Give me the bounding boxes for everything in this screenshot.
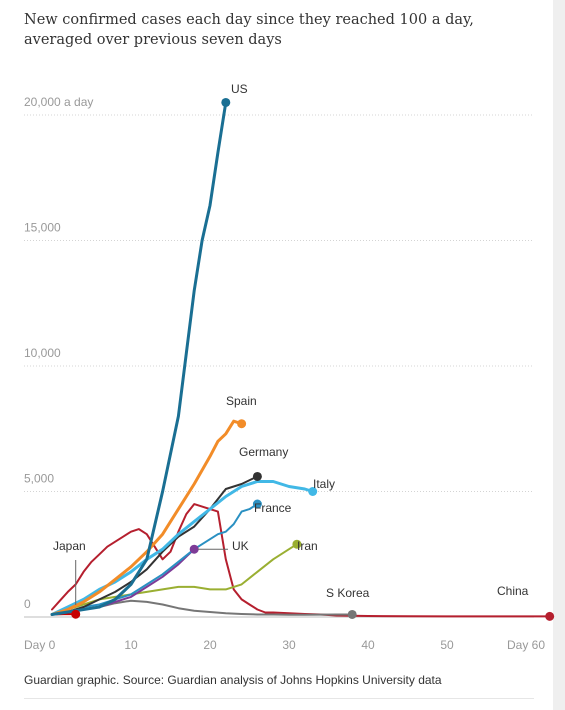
end-marker-spain — [237, 419, 247, 429]
series-label-china: China — [497, 584, 529, 598]
series-line-italy — [50, 480, 315, 616]
series-line-france — [51, 503, 259, 616]
x-tick-label: 10 — [124, 638, 138, 652]
y-tick-label: 0 — [24, 597, 31, 611]
series-label-germany: Germany — [239, 445, 288, 459]
end-marker-us — [221, 97, 231, 107]
footer-divider — [24, 698, 534, 699]
end-marker-iran — [292, 539, 302, 549]
series-label-us: US — [231, 82, 248, 96]
series-line-spain — [50, 419, 244, 616]
x-tick-label: 30 — [282, 638, 296, 652]
series-label-spain: Spain — [226, 394, 257, 408]
x-axis-ticks: Day 0 10 20 30 40 50 Day 60 — [24, 638, 545, 652]
series-end-markers — [71, 97, 555, 621]
end-marker-china — [545, 611, 555, 621]
chart-title: New confirmed cases each day since they … — [24, 12, 474, 48]
series-label-japan: Japan — [53, 539, 86, 553]
series-line-us — [50, 101, 228, 616]
y-tick-label: 15,000 — [24, 221, 61, 235]
end-marker-s-korea — [347, 609, 357, 619]
x-tick-label: 20 — [203, 638, 217, 652]
series-label-italy: Italy — [313, 477, 335, 491]
end-marker-uk — [189, 544, 199, 554]
y-tick-label: 10,000 — [24, 346, 61, 360]
y-tick-label: 20,000 a day — [24, 95, 93, 109]
series-labels: US Spain Germany Italy France UK Iran Japan S Ko… — [53, 82, 529, 605]
series-line-china — [51, 503, 551, 618]
series-line-germany — [51, 475, 259, 616]
end-marker-germany — [252, 471, 262, 481]
end-marker-italy — [308, 487, 318, 496]
series-label-uk: UK — [232, 539, 249, 553]
end-marker-france — [252, 499, 262, 509]
right-scroll-strip — [553, 0, 565, 710]
y-tick-label: 5,000 — [24, 472, 54, 486]
x-tick-label: Day 0 — [24, 638, 56, 652]
y-axis-ticks: 0 5,000 10,000 15,000 20,000 a day — [24, 95, 93, 611]
series-label-s-korea: S Korea — [326, 586, 370, 600]
grid-layer — [24, 114, 534, 618]
series-label-iran: Iran — [297, 539, 318, 553]
x-tick-label: 40 — [361, 638, 375, 652]
x-tick-label: 50 — [440, 638, 454, 652]
end-marker-japan — [71, 609, 81, 619]
series-label-france: France — [254, 501, 292, 515]
x-tick-label: Day 60 — [507, 638, 545, 652]
source-note: Guardian graphic. Source: Guardian analy… — [24, 673, 442, 687]
